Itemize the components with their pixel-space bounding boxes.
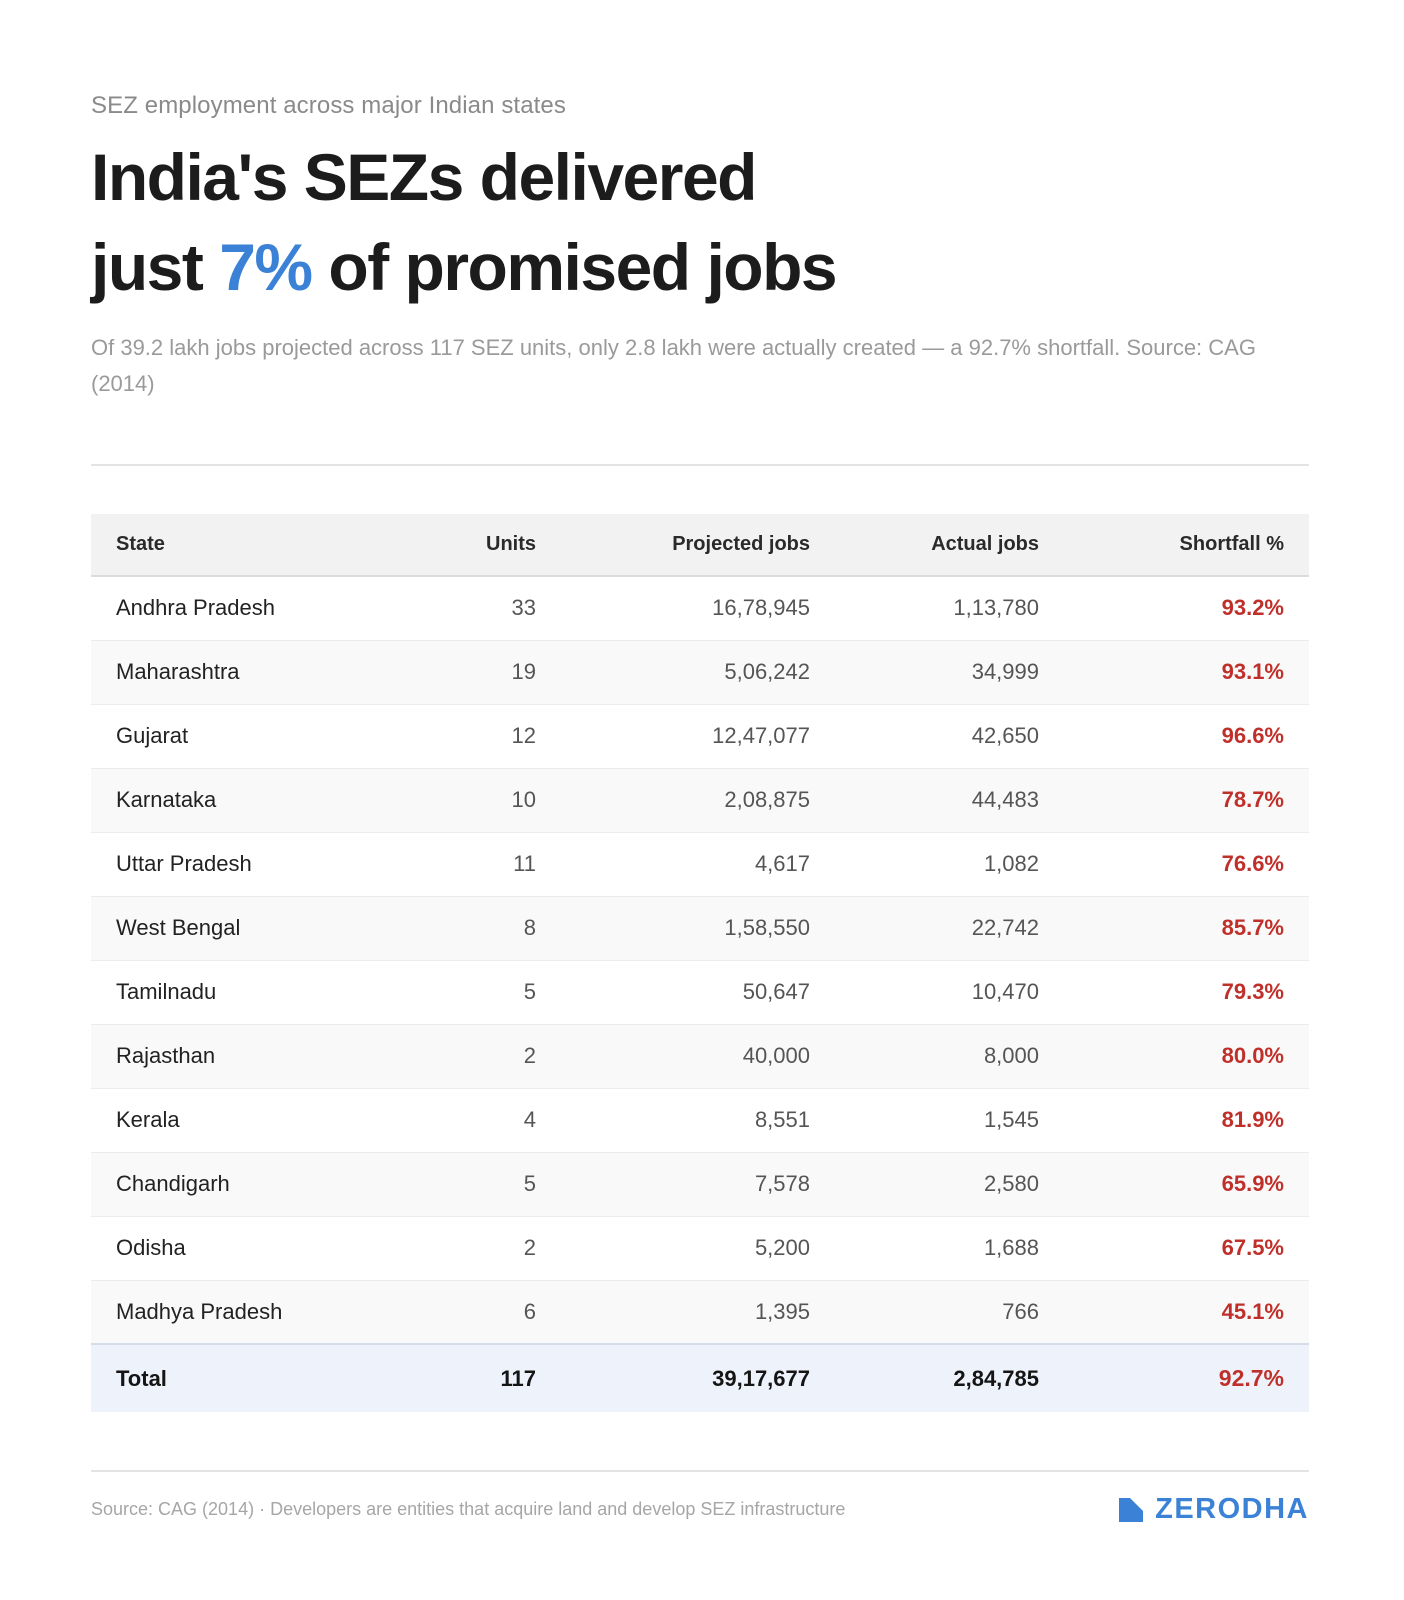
table-row: Kerala 4 8,551 1,545 81.9%	[91, 1088, 1309, 1152]
brand-logo: ZERODHA	[1119, 1493, 1309, 1526]
total-projected-jobs: 39,17,677	[712, 1365, 810, 1391]
cell-shortfall: 78.7%	[1221, 787, 1284, 812]
cell-projected-jobs: 5,06,242	[724, 659, 810, 684]
cell-projected-jobs: 40,000	[742, 1043, 810, 1068]
cell-units: 19	[511, 659, 536, 684]
cell-units: 5	[523, 979, 536, 1004]
cell-shortfall: 80.0%	[1221, 1043, 1284, 1068]
cell-actual-jobs: 1,13,780	[953, 595, 1039, 621]
cell-state: Odisha	[116, 1235, 186, 1260]
cell-projected-jobs: 1,58,550	[724, 915, 810, 940]
cell-shortfall: 79.3%	[1221, 979, 1284, 1004]
table-total-row: Total 117 39,17,677 2,84,785 92.7%	[91, 1344, 1309, 1412]
cell-units: 33	[511, 595, 536, 621]
divider-bottom	[91, 1470, 1309, 1472]
table-row: Rajasthan 2 40,000 8,000 80.0%	[91, 1024, 1309, 1088]
cell-actual-jobs: 10,470	[971, 979, 1039, 1004]
eyebrow-label: SEZ employment across major Indian state…	[91, 92, 566, 119]
cell-state: Tamilnadu	[116, 979, 217, 1004]
cell-units: 4	[523, 1107, 536, 1132]
cell-state: Uttar Pradesh	[116, 851, 252, 876]
cell-state: Karnataka	[116, 787, 217, 812]
cell-state: Chandigarh	[116, 1171, 230, 1196]
cell-state: Rajasthan	[116, 1043, 216, 1068]
cell-projected-jobs: 2,08,875	[724, 787, 810, 812]
cell-state: Madhya Pradesh	[116, 1298, 283, 1324]
total-units: 117	[500, 1365, 537, 1391]
cell-shortfall: 93.1%	[1221, 659, 1284, 684]
cell-actual-jobs: 766	[1002, 1298, 1039, 1324]
cell-shortfall: 96.6%	[1221, 723, 1284, 748]
cell-projected-jobs: 50,647	[742, 979, 810, 1004]
cell-units: 12	[511, 723, 536, 748]
cell-projected-jobs: 7,578	[754, 1171, 810, 1196]
cell-shortfall: 67.5%	[1221, 1235, 1284, 1260]
cell-actual-jobs: 1,082	[983, 851, 1039, 876]
column-header-actual-jobs: Actual jobs	[835, 514, 1064, 577]
cell-actual-jobs: 1,545	[983, 1107, 1039, 1132]
divider-top	[91, 464, 1309, 466]
cell-state: Maharashtra	[116, 659, 240, 684]
column-header-units: Units	[391, 514, 561, 577]
table-row: Gujarat 12 12,47,077 42,650 96.6%	[91, 704, 1309, 768]
cell-projected-jobs: 8,551	[754, 1107, 810, 1132]
title-line-1: India's SEZs delivered	[91, 140, 757, 214]
cell-state: Kerala	[116, 1107, 180, 1132]
cell-units: 6	[523, 1298, 536, 1324]
cell-projected-jobs: 12,47,077	[712, 723, 810, 748]
cell-units: 2	[523, 1235, 536, 1260]
table-row: Madhya Pradesh 6 1,395 766 45.1%	[91, 1280, 1309, 1344]
title-accent-percent: 7%	[219, 230, 313, 304]
cell-state: Gujarat	[116, 723, 189, 748]
table-row: Chandigarh 5 7,578 2,580 65.9%	[91, 1152, 1309, 1216]
column-header-projected-jobs: Projected jobs	[561, 514, 835, 577]
subtitle: Of 39.2 lakh jobs projected across 117 S…	[91, 335, 1256, 396]
cell-units: 2	[523, 1043, 536, 1068]
table-body: Andhra Pradesh 33 16,78,945 1,13,780 93.2% Ma…	[91, 576, 1309, 1344]
title-line-2-suffix: of promised jobs	[311, 230, 837, 304]
table-header-row: State Units Projected jobs Actual jobs S…	[91, 514, 1309, 577]
cell-projected-jobs: 4,617	[754, 851, 810, 876]
table-row: Uttar Pradesh 11 4,617 1,082 76.6%	[91, 832, 1309, 896]
total-actual-jobs: 2,84,785	[953, 1365, 1039, 1391]
cell-units: 11	[513, 851, 536, 876]
cell-actual-jobs: 8,000	[983, 1043, 1039, 1068]
cell-actual-jobs: 22,742	[971, 915, 1039, 940]
cell-units: 8	[523, 915, 536, 940]
cell-projected-jobs: 5,200	[754, 1235, 810, 1260]
table-row: Tamilnadu 5 50,647 10,470 79.3%	[91, 960, 1309, 1024]
cell-units: 10	[511, 787, 536, 812]
cell-actual-jobs: 44,483	[971, 787, 1039, 812]
cell-projected-jobs: 16,78,945	[712, 595, 810, 621]
cell-shortfall: 65.9%	[1221, 1171, 1284, 1196]
cell-units: 5	[523, 1171, 536, 1196]
cell-actual-jobs: 34,999	[971, 659, 1039, 684]
cell-shortfall: 93.2%	[1221, 595, 1284, 621]
column-header-shortfall: Shortfall %	[1064, 514, 1309, 577]
brand-name: ZERODHA	[1155, 1493, 1309, 1525]
cell-actual-jobs: 42,650	[971, 723, 1039, 748]
page-title: India's SEZs delivered just 7% of promis…	[91, 132, 838, 312]
table-row: Andhra Pradesh 33 16,78,945 1,13,780 93.2%	[91, 576, 1309, 640]
total-label: Total	[116, 1365, 167, 1391]
source-footnote: Source: CAG (2014) · Developers are enti…	[91, 1499, 846, 1519]
cell-actual-jobs: 1,688	[983, 1235, 1039, 1260]
cell-shortfall: 76.6%	[1221, 851, 1284, 876]
cell-shortfall: 81.9%	[1221, 1107, 1284, 1132]
cell-shortfall: 85.7%	[1221, 915, 1284, 940]
table-row: West Bengal 8 1,58,550 22,742 85.7%	[91, 896, 1309, 960]
cell-state: Andhra Pradesh	[116, 595, 275, 621]
sez-employment-table: State Units Projected jobs Actual jobs S…	[91, 514, 1309, 1412]
cell-projected-jobs: 1,395	[754, 1298, 810, 1324]
total-shortfall: 92.7%	[1218, 1365, 1284, 1391]
zerodha-logo-icon	[1119, 1497, 1144, 1522]
cell-actual-jobs: 2,580	[983, 1171, 1039, 1196]
cell-state: West Bengal	[116, 915, 241, 940]
column-header-state: State	[91, 514, 391, 577]
table-row: Odisha 2 5,200 1,688 67.5%	[91, 1216, 1309, 1280]
table-row: Maharashtra 19 5,06,242 34,999 93.1%	[91, 640, 1309, 704]
table-row: Karnataka 10 2,08,875 44,483 78.7%	[91, 768, 1309, 832]
title-line-2-prefix: just	[91, 230, 220, 304]
cell-shortfall: 45.1%	[1221, 1298, 1284, 1324]
